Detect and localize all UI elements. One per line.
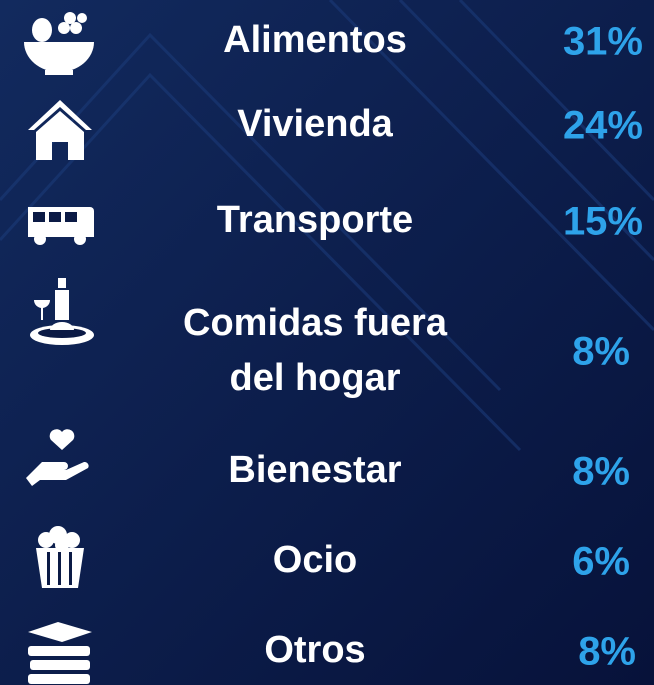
row-value: 8%: [572, 330, 630, 374]
rows: Alimentos 31% Vivienda 24% Transporte 15% Comi…: [183, 19, 643, 674]
row-value: 15%: [563, 200, 643, 244]
row-value: 24%: [563, 104, 643, 148]
row-label: Ocio: [273, 539, 357, 581]
icon-house: [28, 100, 92, 160]
row-label: Otros: [264, 629, 365, 671]
icon-fruit-bowl: [24, 12, 94, 75]
row-label: Vivienda: [237, 103, 393, 145]
row-label: Alimentos: [223, 19, 407, 61]
row-label: Transporte: [217, 199, 413, 241]
icon-dining: [30, 278, 94, 345]
row-label: Bienestar: [228, 449, 401, 491]
row-value: 6%: [572, 540, 630, 584]
row-label: Comidas fuera: [183, 302, 448, 344]
row-value: 31%: [563, 20, 643, 64]
row-value: 8%: [578, 630, 636, 674]
icon-care: [26, 429, 89, 486]
icon-popcorn: [36, 526, 84, 588]
row-value: 8%: [572, 450, 630, 494]
icon-bus: [28, 207, 94, 245]
icon-books: [28, 622, 92, 684]
row-label: del hogar: [229, 357, 400, 399]
